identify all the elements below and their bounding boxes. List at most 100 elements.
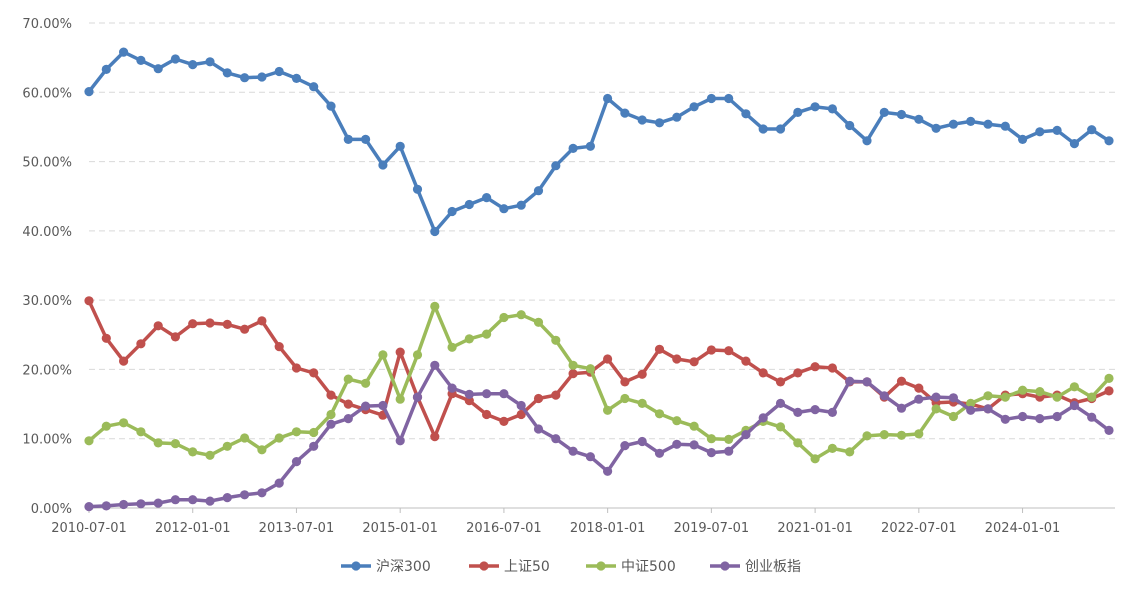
data-point (896, 376, 907, 386)
data-point (741, 356, 751, 366)
data-point (188, 60, 198, 70)
data-point (845, 120, 855, 131)
data-point (862, 431, 872, 441)
data-point (326, 390, 336, 400)
data-point (706, 448, 717, 458)
data-point (170, 439, 180, 449)
data-point (430, 360, 440, 370)
data-point (654, 118, 665, 128)
data-point (499, 389, 509, 399)
data-point (240, 73, 250, 83)
data-point (430, 226, 440, 237)
data-point (119, 418, 129, 428)
data-point (948, 119, 959, 129)
data-point (983, 119, 993, 129)
data-point (361, 378, 371, 388)
data-point (84, 502, 94, 512)
data-point (482, 389, 492, 399)
data-point (654, 448, 665, 458)
data-point (136, 427, 146, 437)
data-point (291, 363, 302, 373)
data-point (810, 102, 820, 112)
data-point (603, 466, 613, 476)
data-point (585, 141, 596, 151)
data-point (914, 114, 924, 124)
data-point (222, 441, 232, 451)
data-point (1104, 386, 1114, 396)
data-point (119, 47, 129, 57)
x-tick-label: 2018-01-01 (570, 521, 646, 536)
data-point (896, 403, 907, 413)
data-point (741, 109, 751, 119)
data-point (827, 443, 838, 453)
data-point (983, 391, 993, 401)
data-point (309, 82, 319, 92)
data-point (1087, 412, 1097, 422)
data-point (343, 414, 353, 424)
data-point (533, 424, 544, 434)
data-point (672, 112, 682, 122)
data-point (931, 123, 941, 133)
data-point (948, 393, 959, 403)
data-point (793, 438, 803, 448)
y-tick-label: 40.00% (22, 225, 72, 240)
data-point (983, 404, 993, 414)
data-point (533, 317, 544, 327)
data-point (620, 441, 630, 451)
data-point (931, 392, 941, 402)
data-point (257, 72, 267, 82)
data-point (654, 409, 665, 419)
data-point (775, 422, 786, 432)
data-point (1069, 139, 1079, 149)
data-point (724, 434, 734, 444)
legend-label: 上证50 (504, 559, 550, 575)
data-point (966, 398, 976, 408)
data-point (101, 421, 111, 431)
data-point (291, 457, 302, 467)
data-point (1104, 136, 1114, 146)
data-point (724, 346, 734, 356)
data-point (620, 108, 630, 118)
data-point (724, 93, 734, 104)
x-tick-label: 2013-07-01 (259, 521, 335, 536)
data-point (637, 398, 647, 408)
data-point (84, 296, 94, 306)
data-point (551, 335, 561, 345)
data-point (551, 161, 561, 171)
data-point (775, 377, 786, 387)
data-point (499, 312, 509, 323)
data-point (637, 369, 647, 379)
data-point (603, 405, 613, 415)
data-point (188, 495, 198, 505)
data-point (205, 57, 215, 67)
data-point (188, 447, 198, 457)
data-point (931, 404, 941, 414)
data-point (1035, 414, 1045, 424)
data-point (464, 199, 474, 210)
data-point (568, 369, 578, 379)
data-point (447, 342, 457, 352)
legend-label: 创业板指 (745, 559, 801, 575)
data-point (153, 64, 163, 74)
data-point (914, 394, 924, 404)
data-point (654, 344, 665, 354)
data-point (378, 350, 388, 360)
data-point (153, 438, 163, 448)
data-point (291, 427, 302, 437)
y-tick-label: 30.00% (22, 294, 72, 309)
data-point (516, 310, 526, 320)
data-point (1087, 392, 1097, 402)
data-point (482, 329, 492, 339)
data-point (464, 334, 474, 344)
y-tick-label: 60.00% (22, 86, 72, 101)
data-point (326, 409, 336, 420)
axes: 0.00% 10.00% 20.00% 30.00% 40.00% 50.00% 60.00… (22, 17, 1115, 536)
data-point (706, 345, 717, 355)
data-point (170, 332, 180, 342)
data-point (395, 394, 405, 404)
data-point (879, 107, 889, 117)
data-point (793, 407, 803, 417)
data-point (309, 441, 319, 451)
data-point (1018, 385, 1028, 395)
